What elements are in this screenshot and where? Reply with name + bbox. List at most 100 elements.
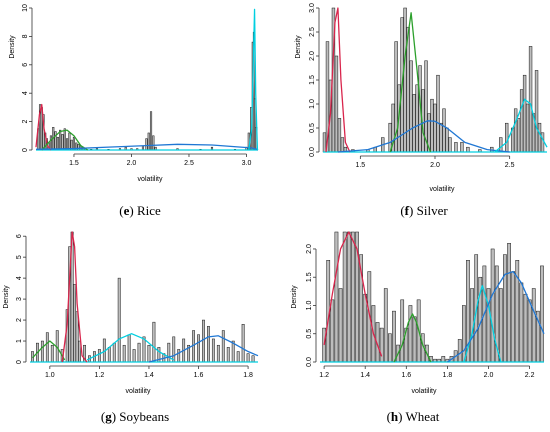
- histogram-bar: [56, 136, 59, 151]
- y-tick-label: 6: [16, 234, 23, 238]
- histogram-bar: [77, 144, 80, 151]
- histogram-bar: [246, 353, 250, 363]
- histogram-bar: [236, 351, 240, 363]
- histogram-bar: [112, 342, 116, 363]
- histogram-bar: [448, 137, 452, 153]
- caption-name-soybeans: Soybeans: [119, 409, 169, 424]
- y-tick-label: 1.0: [309, 99, 316, 109]
- x-tick-label: 1.5: [355, 162, 365, 169]
- histogram-bar: [61, 134, 64, 151]
- histogram-bar: [97, 349, 101, 363]
- y-tick-label: 2.5: [309, 27, 316, 37]
- histogram-bar: [207, 326, 210, 363]
- histogram-bar: [507, 243, 511, 363]
- histogram-bar: [149, 111, 153, 151]
- histogram-bar: [241, 324, 245, 363]
- y-tick-label: 0.5: [306, 329, 313, 339]
- histogram-bar: [400, 299, 405, 363]
- histogram-bar: [127, 334, 131, 363]
- y-tick-label: 3.0: [309, 3, 316, 13]
- histogram-bar: [107, 347, 111, 363]
- histogram-bar: [439, 122, 443, 153]
- histogram-bar: [211, 338, 215, 363]
- histogram-bar: [499, 137, 503, 153]
- histogram-bar: [430, 98, 434, 153]
- ylabel-soybeans: Density: [3, 285, 10, 309]
- density-curve: [32, 340, 66, 361]
- histogram-bar: [54, 131, 57, 151]
- histogram-bar: [334, 231, 339, 363]
- histogram-bar: [511, 271, 516, 363]
- histogram-bar: [379, 327, 384, 363]
- histogram-bar: [454, 142, 458, 153]
- y-tick-label: 0: [22, 148, 29, 152]
- histogram-bar: [388, 333, 392, 363]
- x-tick-label: 2.2: [525, 372, 535, 379]
- histogram-bar: [152, 321, 156, 363]
- histogram-bar: [523, 293, 528, 363]
- density-curve: [61, 231, 88, 363]
- x-tick-label: 1.6: [401, 372, 411, 379]
- y-tick-label: 3: [16, 297, 23, 301]
- histogram-bar: [540, 132, 545, 153]
- y-tick-label: 4: [16, 276, 23, 280]
- ylabel-wheat: Density: [291, 285, 298, 309]
- histogram-bar: [59, 129, 62, 151]
- histogram-bar: [330, 299, 335, 363]
- histogram-bar: [50, 344, 54, 363]
- x-tick-label: 1.4: [360, 372, 370, 379]
- density-curve: [463, 285, 502, 363]
- caption-wheat: (h) Wheat: [387, 409, 440, 424]
- caption-letter-rice: e: [124, 203, 130, 218]
- histogram-bar: [73, 284, 77, 363]
- histogram-bar: [433, 103, 437, 153]
- xlabel-wheat: volatility: [412, 388, 437, 395]
- histogram-bar: [412, 94, 416, 153]
- histogram-bar: [403, 7, 407, 153]
- histogram-bar: [490, 248, 495, 363]
- histogram-bar: [221, 330, 225, 363]
- y-tick-label: 10: [22, 4, 29, 12]
- density-curve: [494, 98, 548, 153]
- histogram-bar: [383, 288, 388, 363]
- caption-rice: (e) Rice: [119, 203, 161, 218]
- plot-silver: 0.0 0.5 1.0 1.5 2.0 2.5 3.0 1.5 2.0 2.5: [309, 3, 548, 169]
- histogram-bar: [226, 347, 230, 363]
- histogram-bar: [503, 254, 507, 363]
- density-curve: [337, 120, 510, 153]
- histogram-bar: [415, 84, 419, 153]
- y-tick-label: 1.0: [306, 301, 313, 311]
- ylabel-silver: Density: [295, 35, 302, 59]
- histogram-bar: [516, 118, 521, 153]
- histogram-bar: [462, 305, 466, 363]
- histogram-bar: [522, 74, 527, 153]
- histogram-bar: [322, 327, 326, 363]
- x-tick-label: 1.4: [144, 372, 154, 379]
- y-tick-label: 1.5: [306, 272, 313, 282]
- caption-silver: (f) Silver: [400, 203, 448, 218]
- histogram-bar: [68, 132, 71, 151]
- histogram-bar: [167, 342, 171, 363]
- histogram-bar: [338, 288, 343, 363]
- histogram-bar: [337, 118, 342, 153]
- histogram-bar: [513, 108, 518, 153]
- histogram-bar: [63, 128, 66, 151]
- caption-letter-soybeans: g: [105, 409, 112, 424]
- density-curve: [325, 7, 351, 153]
- histogram-bar: [49, 135, 53, 151]
- histogram-bar: [436, 74, 440, 153]
- histogram-bar: [147, 344, 151, 363]
- plot-soybeans: 0 1 2 3 4 5 6 1.0 1.2 1.4 1.6 1.8: [16, 231, 259, 379]
- x-tick-label: 1.2: [95, 372, 105, 379]
- histogram-bar: [392, 310, 396, 363]
- y-tick-label: 6: [22, 63, 29, 67]
- histogram-bar: [540, 265, 544, 363]
- histogram-bar: [531, 288, 536, 363]
- y-tick-label: 0: [16, 360, 23, 364]
- histogram-bar: [334, 55, 339, 153]
- density-curve: [148, 335, 259, 363]
- caption-letter-wheat: h: [391, 409, 399, 424]
- histogram-bar: [45, 332, 49, 363]
- density-curve: [323, 231, 383, 357]
